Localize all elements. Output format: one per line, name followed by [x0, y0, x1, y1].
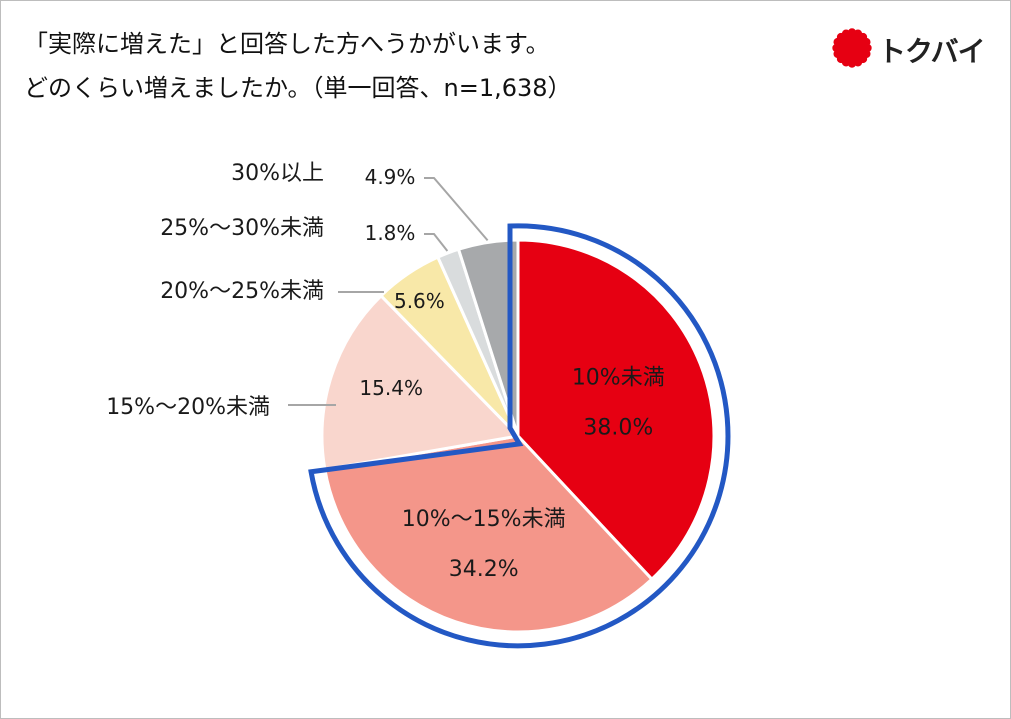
category-label-20-25: 20%〜25%未満 — [160, 279, 324, 304]
slice-value-2: 34.2% — [449, 557, 519, 582]
slice-value-5: 1.8% — [365, 221, 416, 245]
category-label-25-30: 25%〜30%未満 — [160, 216, 324, 241]
pie-slice-1 — [516, 238, 716, 581]
pie-slice-3 — [320, 294, 520, 471]
red-sun-icon — [832, 28, 872, 68]
pie-slice-2 — [323, 434, 654, 634]
chart-title: 「実際に増えた」と回答した方へうかがいます。 どのくらい増えましたか。（単一回答… — [24, 22, 572, 110]
slice-label-10-15: 10%〜15%未満 — [402, 507, 566, 532]
leader-line-6 — [424, 177, 489, 241]
slice-value-4: 5.6% — [394, 289, 445, 313]
leader-line-5 — [424, 233, 449, 252]
title-line-1: 「実際に増えた」と回答した方へうかがいます。 — [24, 30, 550, 58]
category-label-15-20: 15%〜20%未満 — [106, 395, 270, 420]
slice-label-10: 10%未満 — [572, 365, 665, 390]
highlight-outline — [308, 223, 731, 649]
slice-value-6: 4.9% — [365, 165, 416, 189]
category-label-30: 30%以上 — [231, 161, 324, 186]
slice-value-3: 15.4% — [359, 376, 423, 400]
pie-slice-6 — [457, 238, 520, 438]
slice-value-1: 38.0% — [583, 415, 653, 440]
logo-text: トクバイ — [878, 35, 986, 68]
title-line-2: どのくらい増えましたか。（単一回答、n=1,638） — [24, 74, 572, 102]
